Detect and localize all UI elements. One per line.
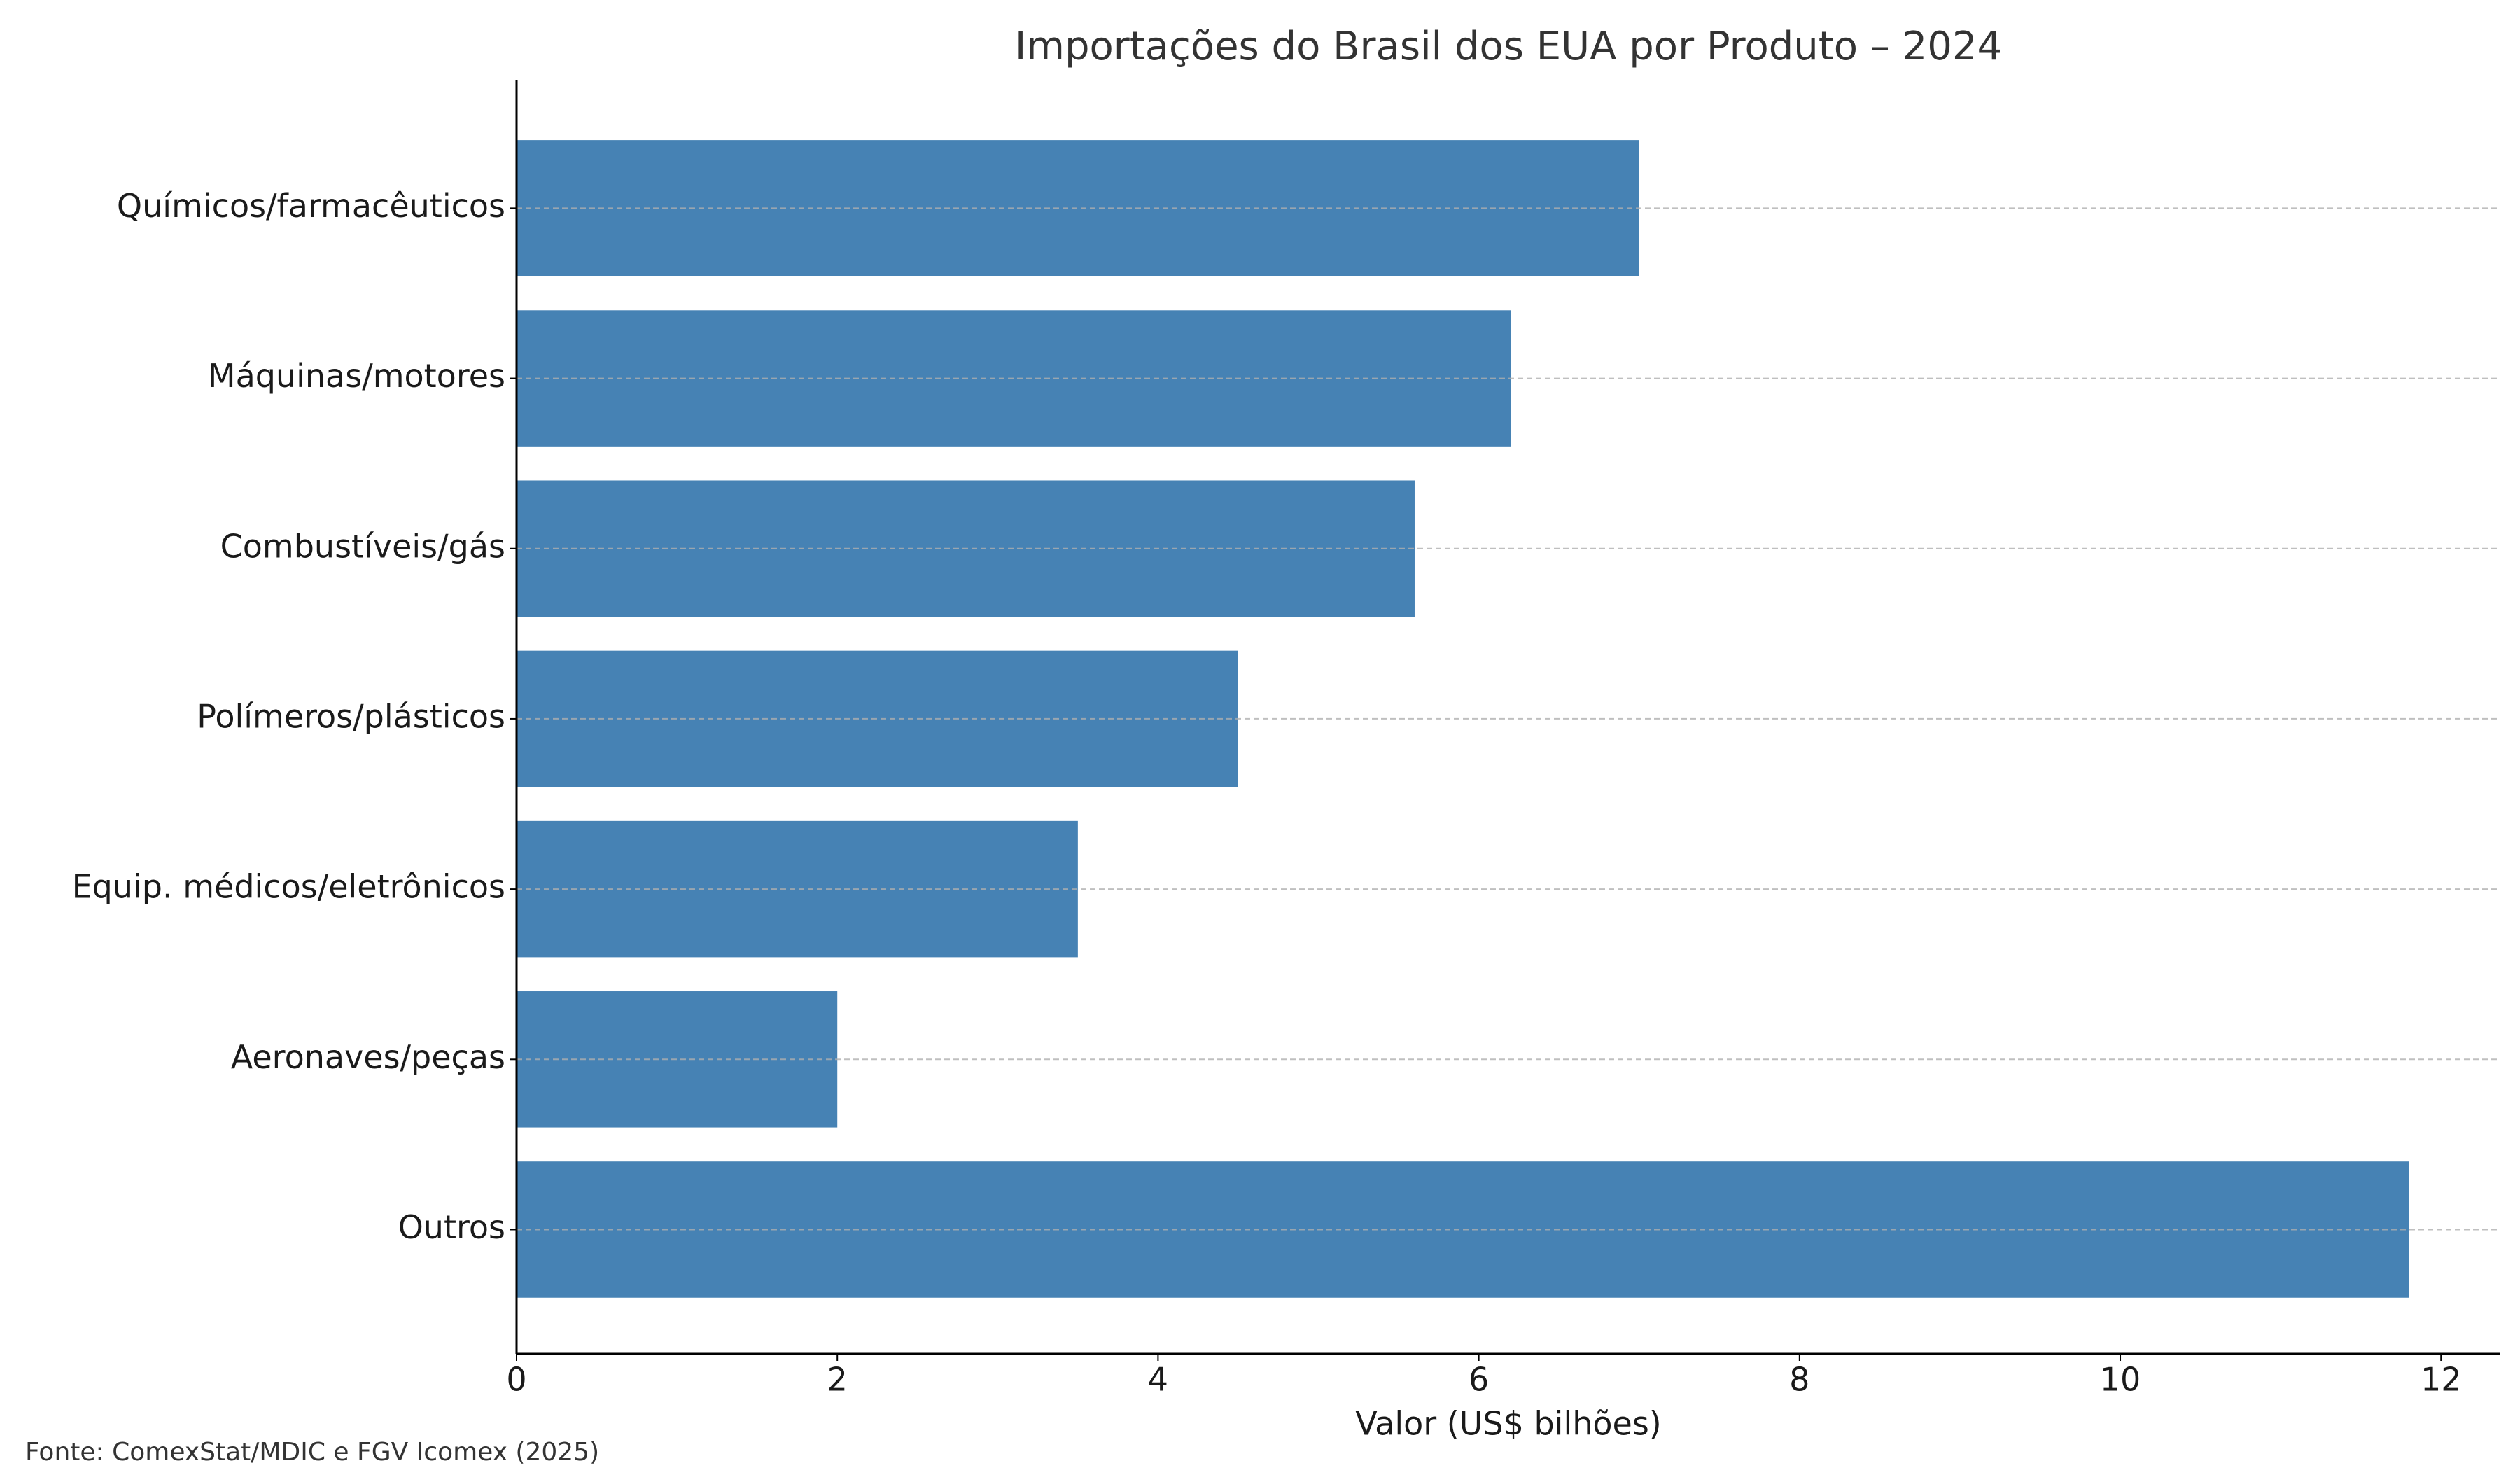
y-tick-label: Máquinas/motores: [208, 357, 505, 395]
y-tick-label: Químicos/farmacêuticos: [117, 187, 505, 225]
x-tick-label: 10: [2100, 1361, 2141, 1399]
y-tick-label: Polímeros/plásticos: [197, 697, 505, 735]
chart-title: Importações do Brasil dos EUA por Produt…: [1015, 24, 2002, 69]
y-tick-label: Aeronaves/peças: [231, 1038, 505, 1076]
y-tick-label: Outros: [398, 1208, 505, 1246]
x-tick-label: 4: [1148, 1361, 1168, 1399]
y-tick-label: Combustíveis/gás: [220, 527, 505, 565]
x-tick-label: 2: [827, 1361, 848, 1399]
x-tick-label: 8: [1789, 1361, 1809, 1399]
x-tick-label: 12: [2421, 1361, 2462, 1399]
source-note: Fonte: ComexStat/MDIC e FGV Icomex (2025…: [25, 1438, 599, 1466]
x-tick-label: 0: [506, 1361, 526, 1399]
x-tick-label: 6: [1469, 1361, 1489, 1399]
y-tick-label: Equip. médicos/eletrônicos: [72, 868, 505, 906]
x-axis-label: Valor (US$ bilhões): [1355, 1405, 1662, 1443]
